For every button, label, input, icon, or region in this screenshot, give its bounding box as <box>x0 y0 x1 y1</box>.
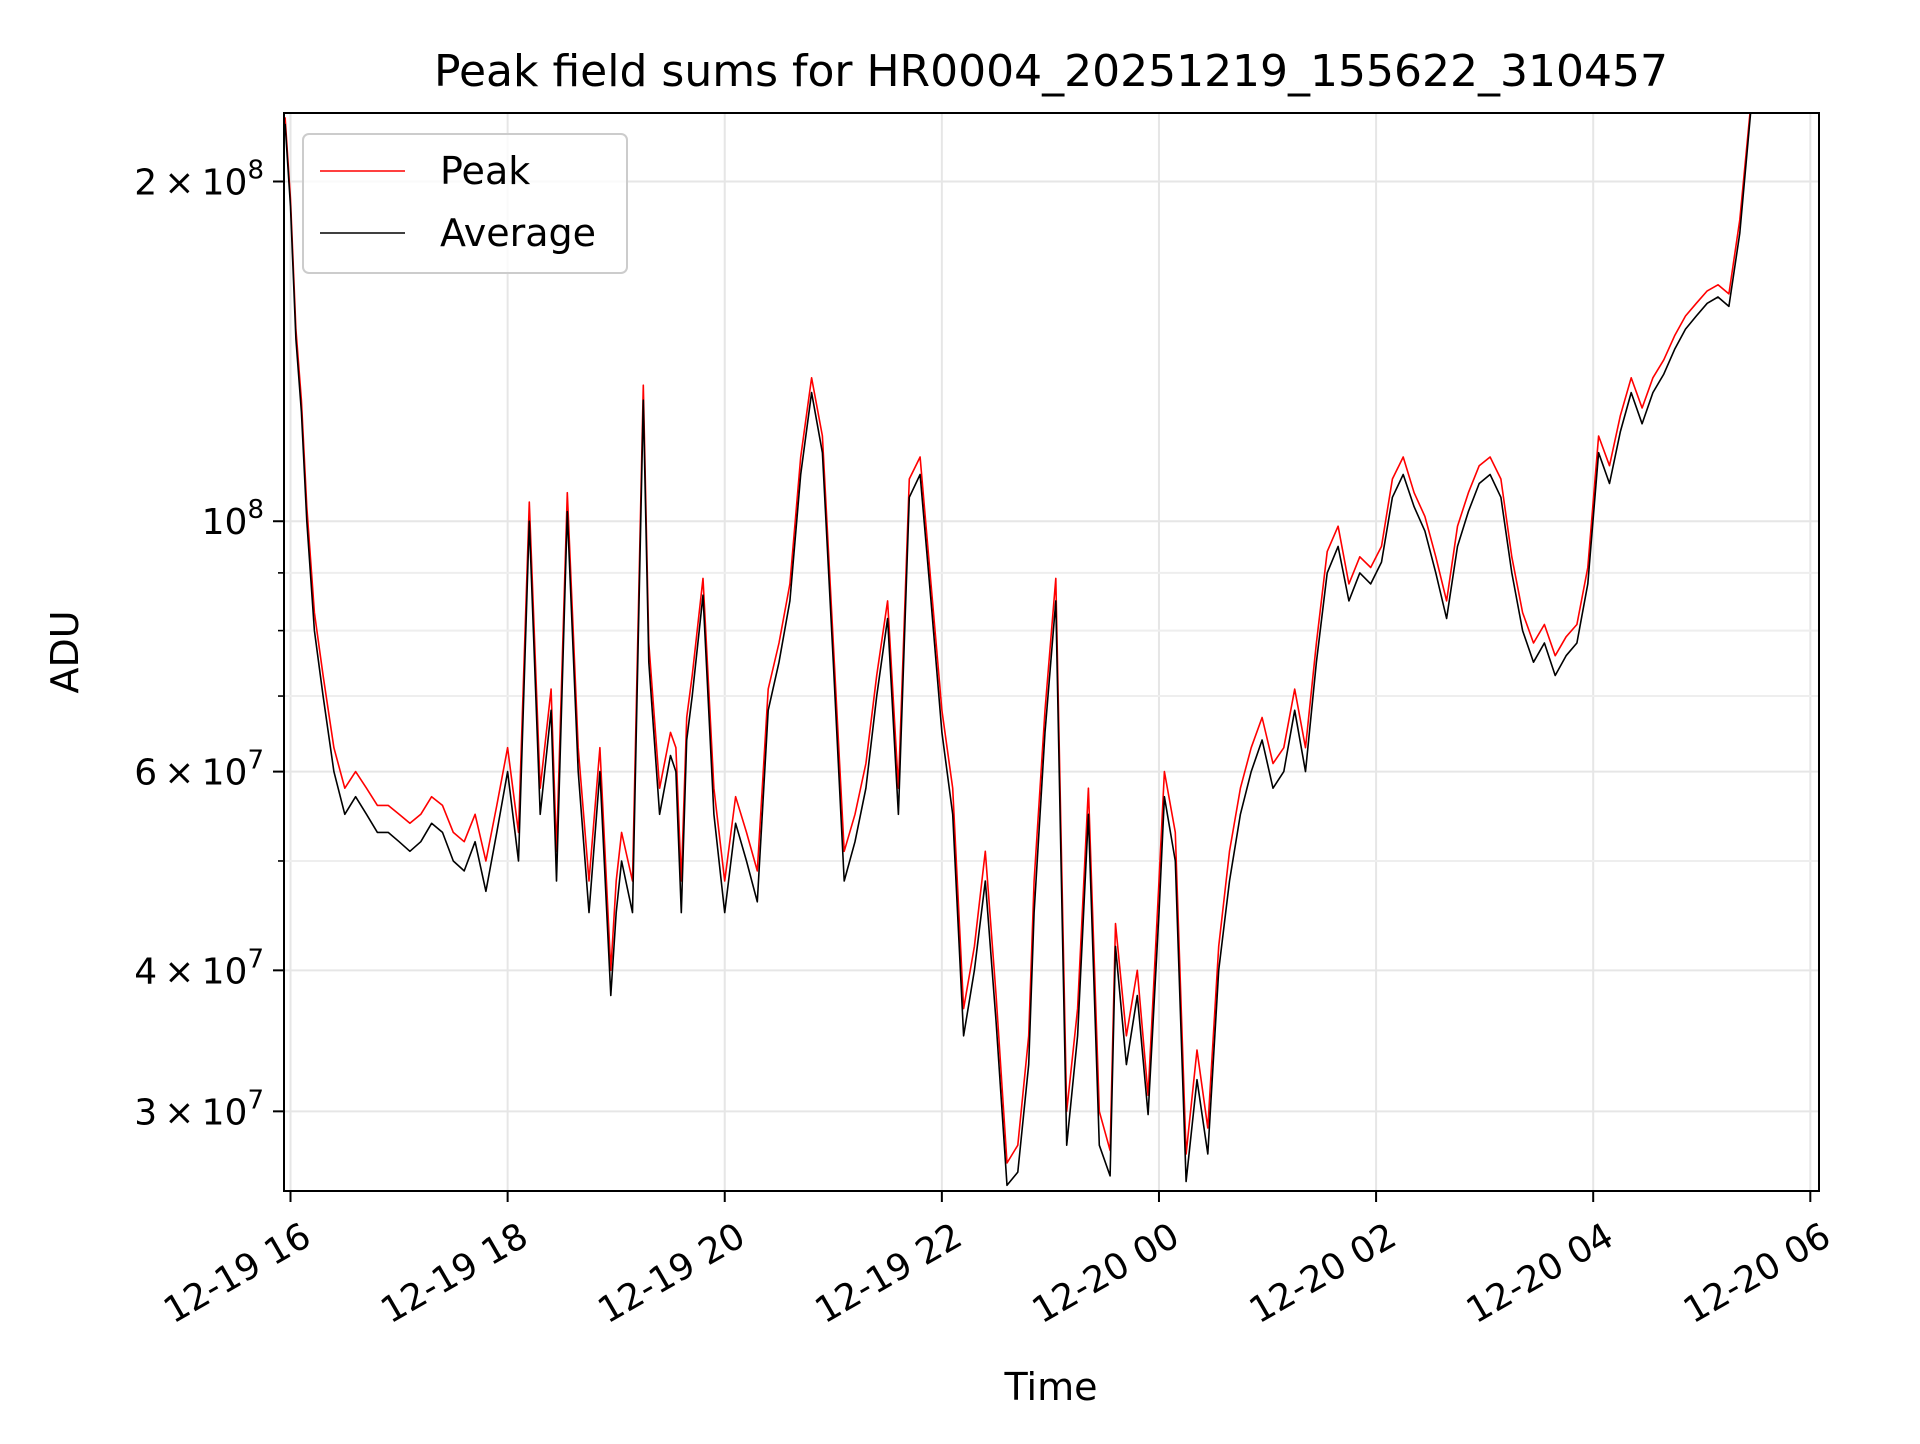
legend-box <box>302 133 628 274</box>
y-tick-label: 108 <box>202 495 264 543</box>
series-line-average <box>284 113 1753 1187</box>
y-axis-label: ADU <box>43 610 87 693</box>
grid <box>284 113 1819 1191</box>
y-tick-label: 4 × 107 <box>134 944 264 992</box>
x-axis-label: Time <box>1004 1365 1098 1409</box>
series-line-peak <box>284 113 1751 1164</box>
y-axis: 3 × 107 4 × 107 6 × 107 108 2 × 108 <box>134 156 284 1133</box>
legend-label-average: Average <box>440 211 596 255</box>
legend: Peak Average <box>302 133 628 274</box>
plot-frame <box>283 112 1820 1192</box>
y-tick-label: 3 × 107 <box>134 1085 264 1133</box>
y-tick-label: 2 × 108 <box>134 156 264 204</box>
legend-label-peak: Peak <box>440 149 530 193</box>
chart-title: Peak field sums for HR0004_20251219_1556… <box>434 46 1668 97</box>
y-tick-label: 6 × 107 <box>134 746 264 794</box>
series-group <box>284 113 1753 1187</box>
